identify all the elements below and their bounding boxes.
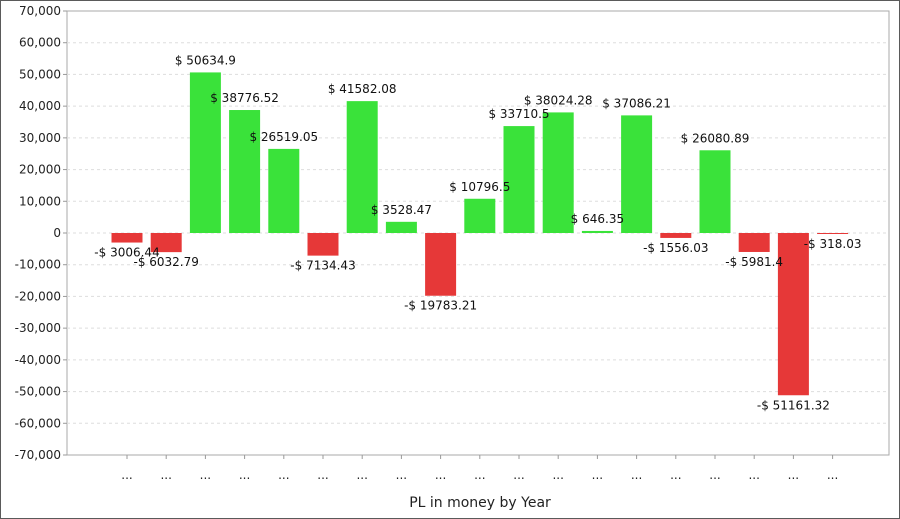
y-tick-label: -20,000: [15, 289, 61, 303]
bar-value-label: $ 3528.47: [371, 203, 432, 217]
x-category-label: ...: [317, 468, 328, 482]
x-category-label: ...: [513, 468, 524, 482]
x-axis-categories: ........................................…: [121, 455, 838, 482]
y-tick-label: 50,000: [19, 67, 61, 81]
x-category-label: ...: [709, 468, 720, 482]
y-tick-label: 20,000: [19, 163, 61, 177]
y-tick-label: 30,000: [19, 131, 61, 145]
y-tick-label: 0: [53, 226, 61, 240]
y-tick-label: -40,000: [15, 353, 61, 367]
y-tick-label: 60,000: [19, 36, 61, 50]
x-category-label: ...: [474, 468, 485, 482]
bar[interactable]: [621, 115, 653, 233]
bar-value-label: $ 646.35: [571, 212, 624, 226]
x-category-label: ...: [160, 468, 171, 482]
bar-value-label: -$ 19783.21: [404, 299, 477, 313]
bar[interactable]: [111, 233, 143, 243]
bar-value-label: -$ 3006.44: [94, 246, 159, 260]
bar[interactable]: [542, 112, 574, 233]
bar[interactable]: [464, 198, 496, 233]
x-category-label: ...: [788, 468, 799, 482]
x-category-label: ...: [748, 468, 759, 482]
x-category-label: ...: [356, 468, 367, 482]
bar[interactable]: [189, 72, 221, 233]
bar[interactable]: [503, 126, 535, 233]
x-category-label: ...: [592, 468, 603, 482]
y-tick-label: 40,000: [19, 99, 61, 113]
bar[interactable]: [425, 233, 457, 296]
y-tick-label: 70,000: [19, 4, 61, 18]
bar-value-label: $ 38776.52: [210, 91, 279, 105]
bar-value-label: $ 41582.08: [328, 82, 397, 96]
bar[interactable]: [817, 233, 849, 235]
x-category-label: ...: [552, 468, 563, 482]
bar-value-label: -$ 6032.79: [133, 255, 198, 269]
y-tick-label: -50,000: [15, 385, 61, 399]
x-category-label: ...: [278, 468, 289, 482]
y-tick-label: -30,000: [15, 321, 61, 335]
bar-value-label: -$ 5981.4: [725, 255, 783, 269]
bar-value-label: $ 50634.9: [175, 53, 236, 67]
bar-value-label: -$ 7134.43: [290, 259, 355, 273]
x-category-label: ...: [827, 468, 838, 482]
bar[interactable]: [346, 101, 378, 234]
bar[interactable]: [268, 148, 300, 233]
x-category-label: ...: [435, 468, 446, 482]
data-labels: -$ 3006.44-$ 6032.79 $ 50634.9 $ 38776.52 $…: [94, 53, 861, 412]
x-category-label: ...: [121, 468, 132, 482]
bar-value-label: $ 37086.21: [602, 96, 671, 110]
bar-value-label: $ 26519.05: [249, 130, 318, 144]
bar-value-label: -$ 1556.03: [643, 241, 708, 255]
bar[interactable]: [660, 233, 692, 238]
y-axis: 70,000 60,000 50,000 40,000 30,000 20,000 10,0…: [15, 4, 67, 462]
bar[interactable]: [385, 221, 417, 233]
x-category-label: ...: [670, 468, 681, 482]
x-category-label: ...: [631, 468, 642, 482]
x-category-label: ...: [200, 468, 211, 482]
bar-value-label: $ 38024.28: [524, 93, 593, 107]
x-category-label: ...: [396, 468, 407, 482]
bar-value-label: -$ 51161.32: [757, 398, 830, 412]
bar-value-label: $ 33710.5: [488, 107, 549, 121]
bar[interactable]: [581, 230, 613, 233]
bars: [111, 72, 849, 396]
bar[interactable]: [150, 233, 182, 253]
bar[interactable]: [307, 233, 339, 256]
bar-value-label: $ 26080.89: [681, 131, 750, 145]
y-tick-label: -60,000: [15, 416, 61, 430]
bar[interactable]: [738, 233, 770, 252]
y-tick-label: -70,000: [15, 448, 61, 462]
bar-value-label: $ 10796.5: [449, 180, 510, 194]
bar[interactable]: [699, 150, 731, 233]
bar[interactable]: [777, 233, 809, 396]
bar-value-label: -$ 318.03: [804, 237, 862, 251]
y-tick-label: 10,000: [19, 194, 61, 208]
bar[interactable]: [229, 110, 261, 233]
x-category-label: ...: [239, 468, 250, 482]
x-axis-label: PL in money by Year: [409, 495, 551, 511]
y-tick-label: -10,000: [15, 258, 61, 272]
